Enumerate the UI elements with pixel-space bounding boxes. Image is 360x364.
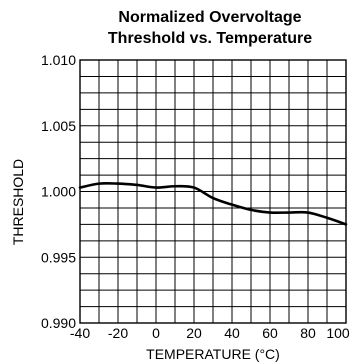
x-tick-label: -20 <box>108 325 128 341</box>
chart-title-line-2: Threshold vs. Temperature <box>108 30 312 47</box>
x-axis-label: TEMPERATURE (°C) <box>146 346 280 362</box>
y-tick-labels: 0.990 0.995 1.000 1.005 1.010 <box>41 52 76 331</box>
grid <box>80 60 346 323</box>
y-tick-label: 1.010 <box>41 52 76 68</box>
x-tick-label: 20 <box>186 325 202 341</box>
y-tick-label: 0.990 <box>41 315 76 331</box>
x-tick-label: 60 <box>262 325 278 341</box>
plot-frame <box>79 59 347 324</box>
y-tick-label: 0.995 <box>41 249 76 265</box>
y-tick-label: 1.005 <box>41 118 76 134</box>
chart-title: Normalized Overvoltage Threshold vs. Tem… <box>108 9 312 47</box>
y-tick-label: 1.000 <box>41 184 76 200</box>
series-line <box>78 181 348 226</box>
x-tick-label: -40 <box>70 325 90 341</box>
y-axis-label: THRESHOLD <box>10 159 26 245</box>
x-tick-label: 40 <box>224 325 240 341</box>
x-tick-label: 100 <box>326 325 350 341</box>
x-tick-label: 80 <box>300 325 316 341</box>
x-tick-labels: -40 -20 0 20 40 60 80 100 <box>70 325 350 341</box>
chart-title-line-1: Normalized Overvoltage <box>118 9 301 26</box>
x-tick-label: 0 <box>152 325 160 341</box>
